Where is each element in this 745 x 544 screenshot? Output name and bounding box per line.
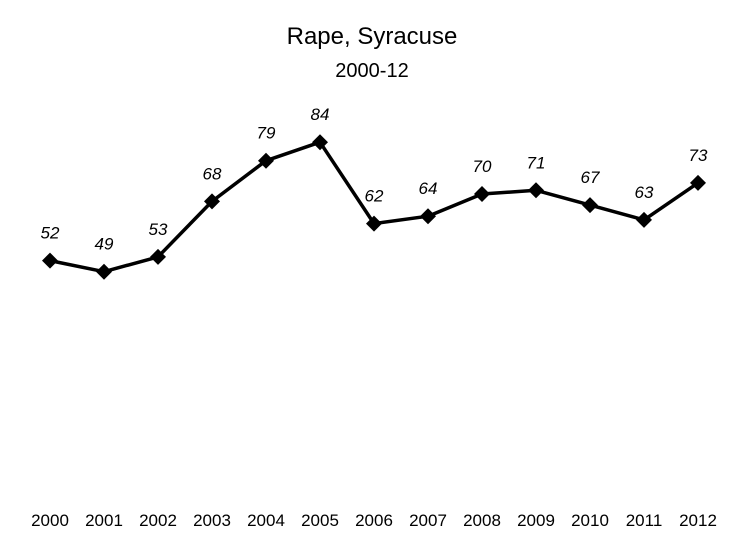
marker-layer: [42, 134, 706, 280]
data-point-marker-2007: [420, 208, 436, 225]
data-label-2007: 64: [419, 179, 438, 198]
data-point-marker-2009: [528, 182, 544, 199]
x-tick-label-2006: 2006: [355, 511, 393, 530]
chart-title: Rape, Syracuse: [287, 23, 458, 50]
data-label-2005: 84: [311, 105, 330, 124]
x-tick-label-2011: 2011: [626, 511, 663, 530]
x-tick-label-2002: 2002: [139, 511, 177, 530]
x-tick-label-2004: 2004: [247, 511, 285, 530]
data-label-2001: 49: [95, 235, 114, 254]
data-point-marker-2008: [474, 186, 490, 202]
series-line: [49, 140, 699, 274]
x-tick-label-2007: 2007: [409, 511, 447, 530]
data-point-marker-2004: [258, 152, 274, 169]
chart-subtitle: 2000-12: [335, 60, 408, 82]
data-label-2006: 62: [365, 187, 384, 206]
x-tick-label-2012: 2012: [679, 511, 717, 530]
data-label-2000: 52: [41, 224, 60, 243]
data-point-marker-2011: [636, 211, 652, 228]
x-tick-label-2005: 2005: [301, 511, 339, 530]
x-tick-label-2009: 2009: [517, 511, 555, 530]
x-tick-label-2001: 2001: [85, 511, 123, 530]
data-point-marker-2005: [312, 134, 328, 151]
x-tick-label-2010: 2010: [571, 511, 609, 530]
data-label-2008: 70: [473, 157, 492, 176]
data-label-2011: 63: [635, 183, 654, 202]
data-point-marker-2012: [690, 174, 706, 191]
data-point-marker-2006: [366, 215, 382, 232]
data-point-marker-2000: [42, 252, 58, 269]
x-tick-label-2008: 2008: [463, 511, 501, 530]
data-label-2012: 73: [689, 146, 708, 165]
data-label-2003: 68: [203, 164, 222, 183]
data-point-marker-2010: [582, 197, 598, 214]
data-label-2004: 79: [257, 124, 276, 143]
x-tick-label-2003: 2003: [193, 511, 231, 530]
data-point-marker-2001: [96, 263, 112, 280]
data-point-marker-2002: [150, 248, 166, 265]
x-axis-tick-labels: 2000 2001 2002 2003 2004 2005 2006 2007 2008 2009…: [31, 511, 717, 530]
data-label-2002: 53: [149, 220, 168, 239]
series-layer: [49, 140, 699, 274]
x-tick-label-2000: 2000: [31, 511, 69, 530]
data-label-2010: 67: [581, 168, 600, 187]
data-label-layer: 52 49 53 68 79 84 62 64 70 71 67 63 73: [41, 105, 708, 254]
data-label-2009: 71: [527, 153, 546, 172]
data-point-marker-2003: [204, 193, 220, 210]
